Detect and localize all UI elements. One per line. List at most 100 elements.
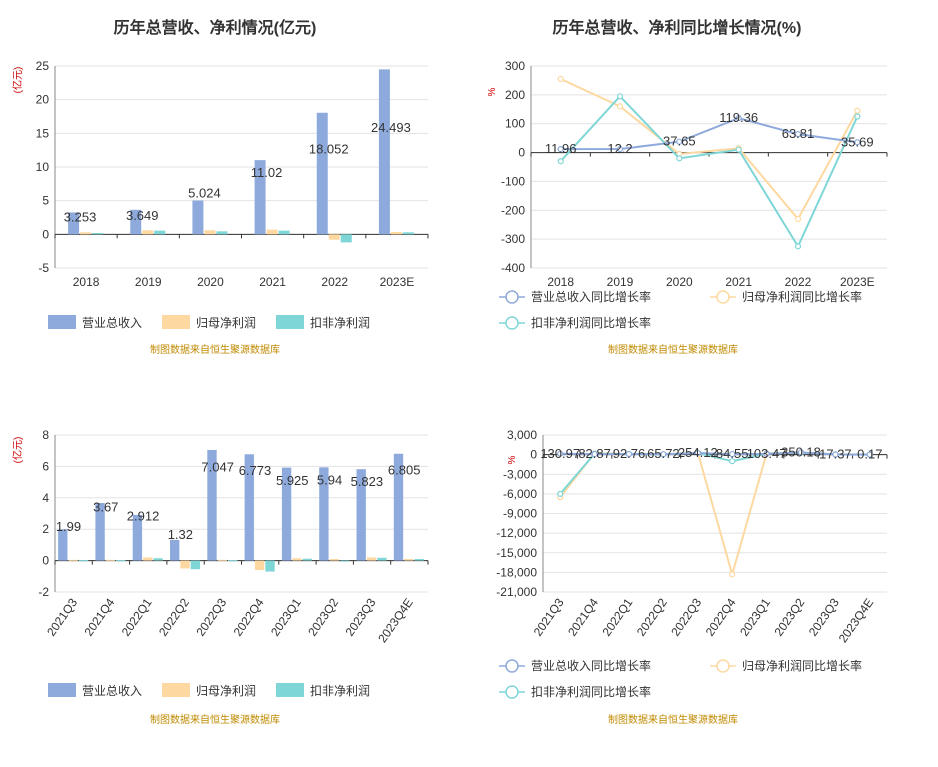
point-2-3 <box>735 146 742 153</box>
point-0-1 <box>591 450 598 458</box>
data-label: 119.36 <box>719 110 758 125</box>
source-note: 制图数据来自恒生聚源数据库 <box>150 343 280 356</box>
data-label: 17.37 <box>819 447 852 462</box>
y-tick-label: -100 <box>501 174 525 188</box>
legend-label: 营业总收入同比增长率 <box>531 658 651 673</box>
source-note: 制图数据来自恒生聚源数据库 <box>608 343 738 356</box>
point-0-9 <box>866 451 873 458</box>
legend-label: 扣非净利润同比增长率 <box>531 315 651 330</box>
x-tick-label: 2023Q3 <box>343 595 379 638</box>
bar-1-3 <box>180 560 190 569</box>
legend-marker <box>505 659 519 673</box>
point-2-5 <box>854 113 861 120</box>
x-tick-label: 2022Q1 <box>119 595 155 638</box>
y-tick-label: -21,000 <box>496 585 537 599</box>
data-label: 2.912 <box>127 508 160 523</box>
bar-1-2 <box>143 557 153 561</box>
data-label: 18.052 <box>309 142 349 157</box>
bar-0-3 <box>170 539 180 561</box>
legend-swatch <box>48 683 76 697</box>
bar-2-0 <box>78 560 89 562</box>
y-tick-label: 0 <box>518 146 525 160</box>
point-0-3 <box>660 451 667 458</box>
legend-label: 归母净利润 <box>196 684 256 698</box>
x-tick-label: 2019 <box>607 275 634 289</box>
panel-quarterly-revenue-profit: 总营收、净利季度变动情况(亿元)(亿元)-2024682021Q32021Q42… <box>0 383 469 766</box>
bar-0-5 <box>244 454 254 561</box>
legend-marker <box>716 290 730 304</box>
bar-1-5 <box>390 231 402 235</box>
point-0-4 <box>794 131 802 138</box>
x-tick-label: 2023Q1 <box>268 595 304 638</box>
bar-2-6 <box>302 558 312 561</box>
bar-1-4 <box>217 559 228 561</box>
x-tick-label: 2023Q1 <box>737 595 773 638</box>
y-tick-label: -200 <box>501 203 525 217</box>
point-0-6 <box>763 450 770 458</box>
y-tick-label: -15,000 <box>496 546 537 560</box>
legend-marker <box>505 685 519 699</box>
y-tick-label: 6 <box>42 459 49 473</box>
x-tick-label: 2018 <box>547 275 574 289</box>
bar-0-4 <box>316 112 328 235</box>
bar-0-9 <box>393 453 404 561</box>
bar-1-7 <box>329 559 339 561</box>
bar-2-5 <box>265 560 275 572</box>
point-2-0 <box>557 490 564 497</box>
point-2-1 <box>616 93 624 100</box>
point-0-8 <box>832 451 839 458</box>
x-tick-label: 2021Q4 <box>81 595 117 638</box>
x-tick-label: 2023Q3 <box>806 595 842 638</box>
y-tick-label: 15 <box>36 126 50 140</box>
data-label: 3.67 <box>93 499 118 514</box>
data-label: 3.253 <box>64 209 97 224</box>
bar-1-2 <box>204 230 216 235</box>
data-label: 6.773 <box>239 463 272 478</box>
y-tick-label: -300 <box>501 232 525 246</box>
point-2-0 <box>557 158 564 165</box>
y-tick-label: -6,000 <box>503 487 537 501</box>
y-tick-label: 100 <box>505 117 525 131</box>
point-0-7 <box>797 449 805 456</box>
series-line-1 <box>560 78 859 221</box>
x-tick-label: 2021 <box>725 275 752 289</box>
legend-label: 归母净利润同比增长率 <box>742 658 862 673</box>
data-label: 103.47 <box>747 446 787 461</box>
y-tick-label: 0 <box>42 554 49 568</box>
data-label: 5.024 <box>188 185 221 200</box>
data-label: 1.99 <box>56 519 81 534</box>
data-label: 12.2 <box>607 141 632 156</box>
point-0-0 <box>557 450 564 457</box>
legend-label: 归母净利润 <box>196 316 256 330</box>
data-label: 6.805 <box>388 462 421 477</box>
data-label: 5.925 <box>276 473 309 488</box>
bar-2-1 <box>116 560 126 562</box>
series-line-2 <box>559 94 859 249</box>
data-label: 63.81 <box>782 126 815 141</box>
point-2-5 <box>729 458 736 465</box>
bar-0-0 <box>68 212 80 235</box>
bar-0-6 <box>281 467 292 561</box>
chart-annual-growth: 历年总营收、净利同比增长情况(%)% -400 -300 -200 -100 0 100 20… <box>487 18 888 356</box>
bar-2-5 <box>402 232 414 235</box>
chart-title: 历年总营收、净利同比增长情况(%) <box>553 18 802 37</box>
legend-swatch <box>276 683 304 697</box>
legend-swatch <box>276 315 304 329</box>
legend-marker <box>505 290 519 304</box>
data-label: 3.649 <box>126 208 159 223</box>
bar-0-7 <box>319 467 329 561</box>
data-label: 65.72 <box>647 446 680 461</box>
series-line-0 <box>560 451 870 456</box>
legend-label: 扣非净利润 <box>310 684 370 698</box>
data-label: 130.97 <box>540 446 580 461</box>
bar-2-8 <box>377 557 387 561</box>
bar-2-3 <box>278 230 290 235</box>
point-0-1 <box>616 145 624 153</box>
x-tick-label: 2023E <box>380 275 415 289</box>
data-label: 0.17 <box>857 447 882 462</box>
x-tick-label: 2022Q4 <box>703 595 739 638</box>
data-label: 92.76 <box>613 446 646 461</box>
bar-1-1 <box>105 559 116 561</box>
data-label: 24.493 <box>371 120 411 135</box>
bar-2-2 <box>216 231 228 235</box>
